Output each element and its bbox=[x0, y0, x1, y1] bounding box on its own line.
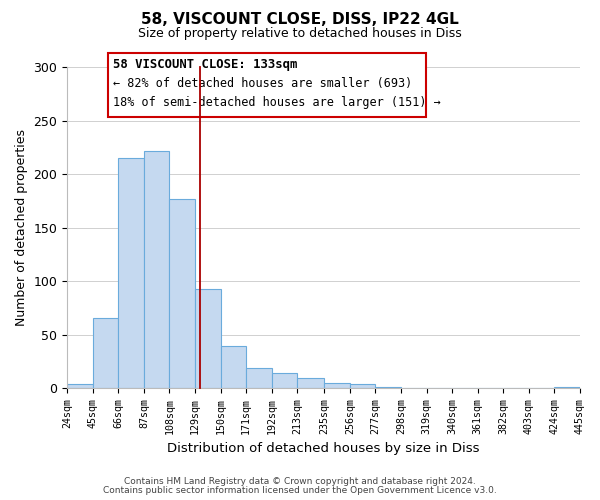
FancyBboxPatch shape bbox=[108, 53, 426, 117]
Bar bbox=[195, 288, 221, 388]
Text: Contains HM Land Registry data © Crown copyright and database right 2024.: Contains HM Land Registry data © Crown c… bbox=[124, 477, 476, 486]
Text: ← 82% of detached houses are smaller (693): ← 82% of detached houses are smaller (69… bbox=[113, 77, 413, 90]
Text: 18% of semi-detached houses are larger (151) →: 18% of semi-detached houses are larger (… bbox=[113, 96, 441, 109]
Bar bbox=[272, 373, 298, 388]
Bar bbox=[376, 387, 401, 388]
Bar bbox=[144, 150, 169, 388]
Y-axis label: Number of detached properties: Number of detached properties bbox=[15, 129, 28, 326]
Bar bbox=[350, 384, 376, 388]
Bar bbox=[298, 378, 324, 388]
Bar bbox=[169, 199, 195, 388]
Text: Size of property relative to detached houses in Diss: Size of property relative to detached ho… bbox=[138, 28, 462, 40]
Bar bbox=[221, 346, 246, 388]
Text: Contains public sector information licensed under the Open Government Licence v3: Contains public sector information licen… bbox=[103, 486, 497, 495]
X-axis label: Distribution of detached houses by size in Diss: Distribution of detached houses by size … bbox=[167, 442, 480, 455]
Bar bbox=[118, 158, 144, 388]
Bar bbox=[67, 384, 93, 388]
Text: 58, VISCOUNT CLOSE, DISS, IP22 4GL: 58, VISCOUNT CLOSE, DISS, IP22 4GL bbox=[141, 12, 459, 28]
Bar bbox=[93, 318, 118, 388]
Bar bbox=[246, 368, 272, 388]
Text: 58 VISCOUNT CLOSE: 133sqm: 58 VISCOUNT CLOSE: 133sqm bbox=[113, 58, 298, 70]
Bar bbox=[554, 387, 580, 388]
Bar bbox=[324, 382, 350, 388]
